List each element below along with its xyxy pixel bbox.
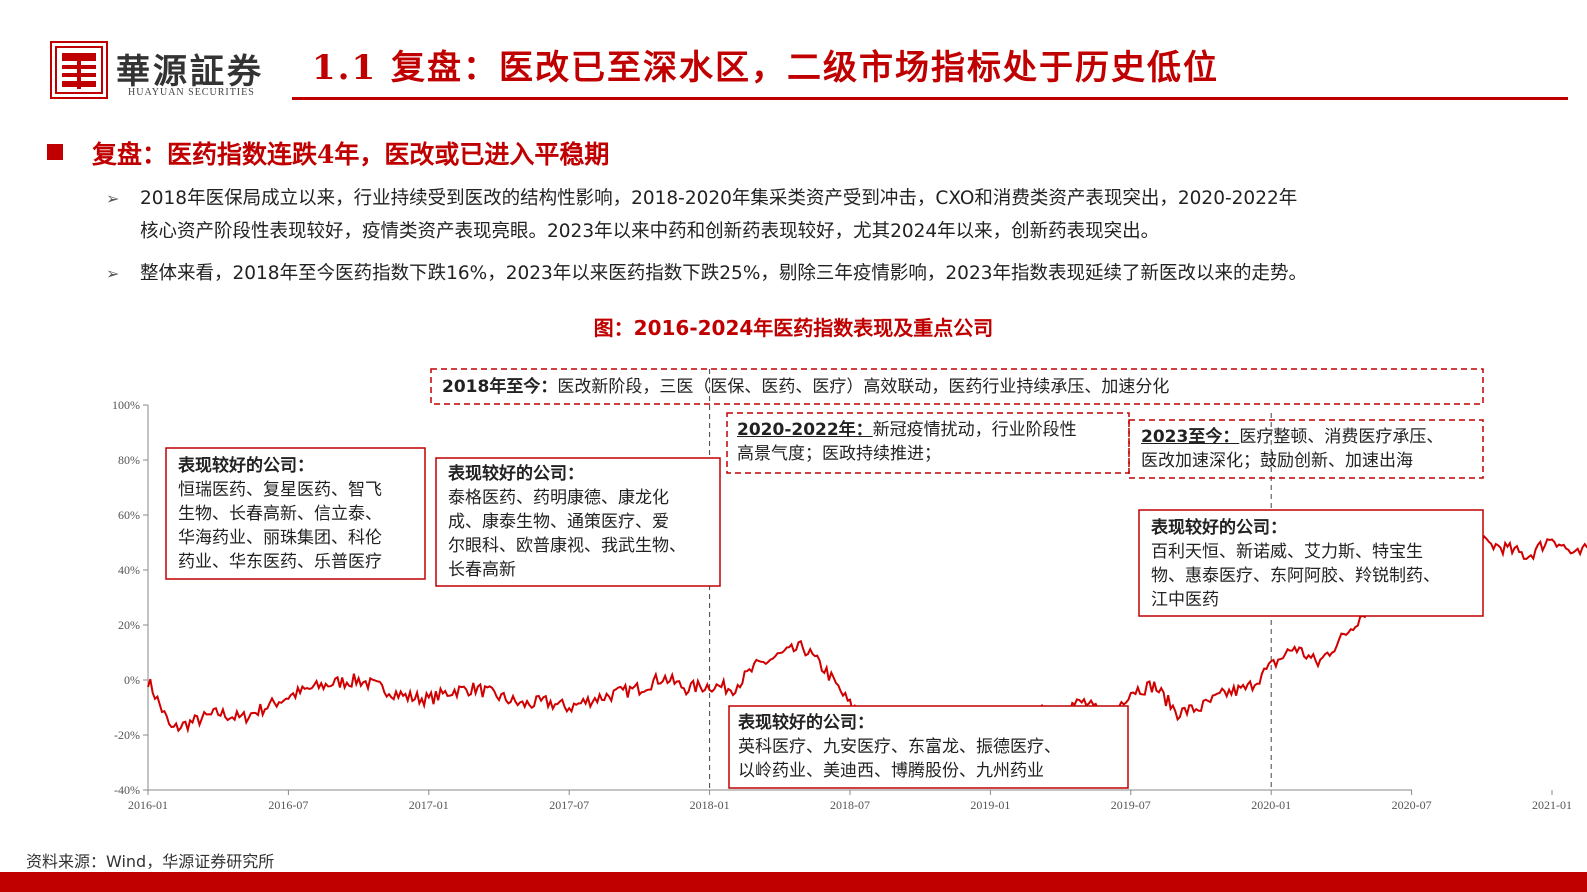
page-title: 1.1 复盘：医改已至深水区，二级市场指标处于历史低位	[312, 48, 1219, 88]
box-2018-head: 表现较好的公司：	[448, 464, 584, 484]
period-2023-text-1: 医疗整顿、消费医疗承压、	[1239, 427, 1444, 447]
logo-english-name: HUAYUAN SECURITIES	[128, 87, 255, 98]
box-2016-line: 生物、长春高新、信立泰、	[178, 504, 382, 524]
period-2018-head: 2018年至今：	[442, 377, 558, 397]
box-2016-frame	[165, 447, 426, 580]
box-2020-companies: 表现较好的公司： 英科医疗、九安医疗、东富龙、振德医疗、 以岭药业、美迪西、博腾…	[738, 711, 1061, 783]
section-bullet-icon	[47, 144, 63, 160]
period-2023-head: 2023至今：	[1141, 427, 1240, 447]
x-tick-label: 2021-01	[1532, 798, 1572, 812]
period-2018-frame	[430, 368, 1484, 405]
paragraph-1-line-1: 2018年医保局成立以来，行业持续受到医改的结构性影响，2018-2020年集采…	[140, 188, 1298, 209]
x-tick-label: 2017-07	[549, 798, 589, 812]
period-2023-note: 2023至今：医疗整顿、消费医疗承压、 医改加速深化；鼓励创新、加速出海	[1141, 425, 1443, 473]
box-2023-companies: 表现较好的公司： 百利天恒、新诺威、艾力斯、特宝生 物、惠泰医疗、东阿阿胶、羚锐…	[1151, 516, 1440, 612]
x-tick-label: 2017-01	[409, 798, 449, 812]
y-tick-label: 20%	[118, 618, 140, 632]
x-tick-label: 2016-01	[128, 798, 168, 812]
x-tick-label: 2018-07	[830, 798, 870, 812]
data-source: 资料来源：Wind，华源证券研究所	[26, 852, 275, 871]
period-2020-head: 2020-2022年：	[737, 420, 873, 440]
paragraph-1-line-2: 核心资产阶段性表现较好，疫情类资产表现亮眼。2023年以来中药和创新药表现较好，…	[140, 221, 1160, 242]
box-2018-line: 泰格医药、药明康德、康龙化	[448, 488, 669, 508]
period-2023-frame	[1128, 419, 1484, 479]
section-title: 复盘：医药指数连跌4年，医改或已进入平稳期	[92, 140, 610, 169]
period-2023-text-2: 医改加速深化；鼓励创新、加速出海	[1141, 451, 1413, 471]
period-2020-text-1: 新冠疫情扰动，行业阶段性	[872, 420, 1077, 440]
logo-chinese-name: 華源証券	[116, 52, 264, 92]
x-tick-labels: 2016-01 2016-07 2017-01 2017-07 2018-01 2018-…	[128, 798, 1572, 812]
x-tick-label: 2018-01	[690, 798, 730, 812]
period-2020-note: 2020-2022年：新冠疫情扰动，行业阶段性 高景气度；医政持续推进；	[737, 418, 1077, 466]
huayuan-logo-icon	[50, 41, 108, 99]
y-tick-labels: 100% 80% 60% 40% 20% 0% -20% -40%	[112, 398, 140, 797]
box-2018-companies: 表现较好的公司： 泰格医药、药明康德、康龙化 成、康泰生物、通策医疗、爱 尔眼科…	[448, 462, 686, 582]
x-tick-label: 2019-07	[1111, 798, 1151, 812]
box-2020-line: 以岭药业、美迪西、博腾股份、九州药业	[738, 761, 1044, 781]
box-2023-line: 物、惠泰医疗、东阿阿胶、羚锐制药、	[1151, 566, 1440, 586]
box-2020-head: 表现较好的公司：	[738, 713, 874, 733]
arrow-bullet-icon: ➢	[106, 264, 120, 283]
x-tick-label: 2020-01	[1251, 798, 1291, 812]
x-tick-label: 2020-07	[1392, 798, 1432, 812]
box-2023-line: 江中医药	[1151, 590, 1219, 610]
box-2018-line: 成、康泰生物、通策医疗、爱	[448, 512, 669, 532]
box-2020-frame	[728, 705, 1129, 789]
x-tick-label: 2016-07	[268, 798, 308, 812]
box-2016-head: 表现较好的公司：	[178, 456, 314, 476]
box-2018-line: 长春高新	[448, 560, 516, 580]
title-divider	[292, 97, 1568, 100]
box-2016-line: 华海药业、丽珠集团、科伦	[178, 528, 382, 548]
y-tick-label: -40%	[114, 783, 140, 797]
y-tick-label: 0%	[124, 673, 140, 687]
box-2023-line: 百利天恒、新诺威、艾力斯、特宝生	[1151, 542, 1423, 562]
box-2016-companies: 表现较好的公司： 恒瑞医药、复星医药、智飞 生物、长春高新、信立泰、 华海药业、…	[178, 454, 382, 574]
box-2018-frame	[435, 457, 721, 587]
period-2018-note: 2018年至今：医改新阶段，三医（医保、医药、医疗）高效联动，医药行业持续承压、…	[442, 375, 1169, 399]
y-tick-label: 100%	[112, 398, 140, 412]
y-tick-label: -20%	[114, 728, 140, 742]
y-tick-label: 80%	[118, 453, 140, 467]
box-2018-line: 尔眼科、欧普康视、我武生物、	[448, 536, 686, 556]
y-tick-label: 60%	[118, 508, 140, 522]
box-2023-head: 表现较好的公司：	[1151, 518, 1287, 538]
box-2016-line: 恒瑞医药、复星医药、智飞	[178, 480, 382, 500]
footer-bar	[0, 872, 1587, 892]
chart-axes	[143, 404, 1553, 795]
box-2016-line: 药业、华东医药、乐普医疗	[178, 552, 382, 572]
figure-title: 图：2016-2024年医药指数表现及重点公司	[593, 316, 994, 340]
paragraph-2: 整体来看，2018年至今医药指数下跌16%，2023年以来医药指数下跌25%，剔…	[140, 263, 1307, 284]
period-2018-text: 医改新阶段，三医（医保、医药、医疗）高效联动，医药行业持续承压、加速分化	[557, 377, 1170, 397]
x-tick-label: 2019-01	[970, 798, 1010, 812]
box-2023-frame	[1138, 509, 1484, 617]
arrow-bullet-icon: ➢	[106, 189, 120, 208]
box-2020-line: 英科医疗、九安医疗、东富龙、振德医疗、	[738, 737, 1061, 757]
y-tick-label: 40%	[118, 563, 140, 577]
period-2020-text-2: 高景气度；医政持续推进；	[737, 444, 941, 464]
